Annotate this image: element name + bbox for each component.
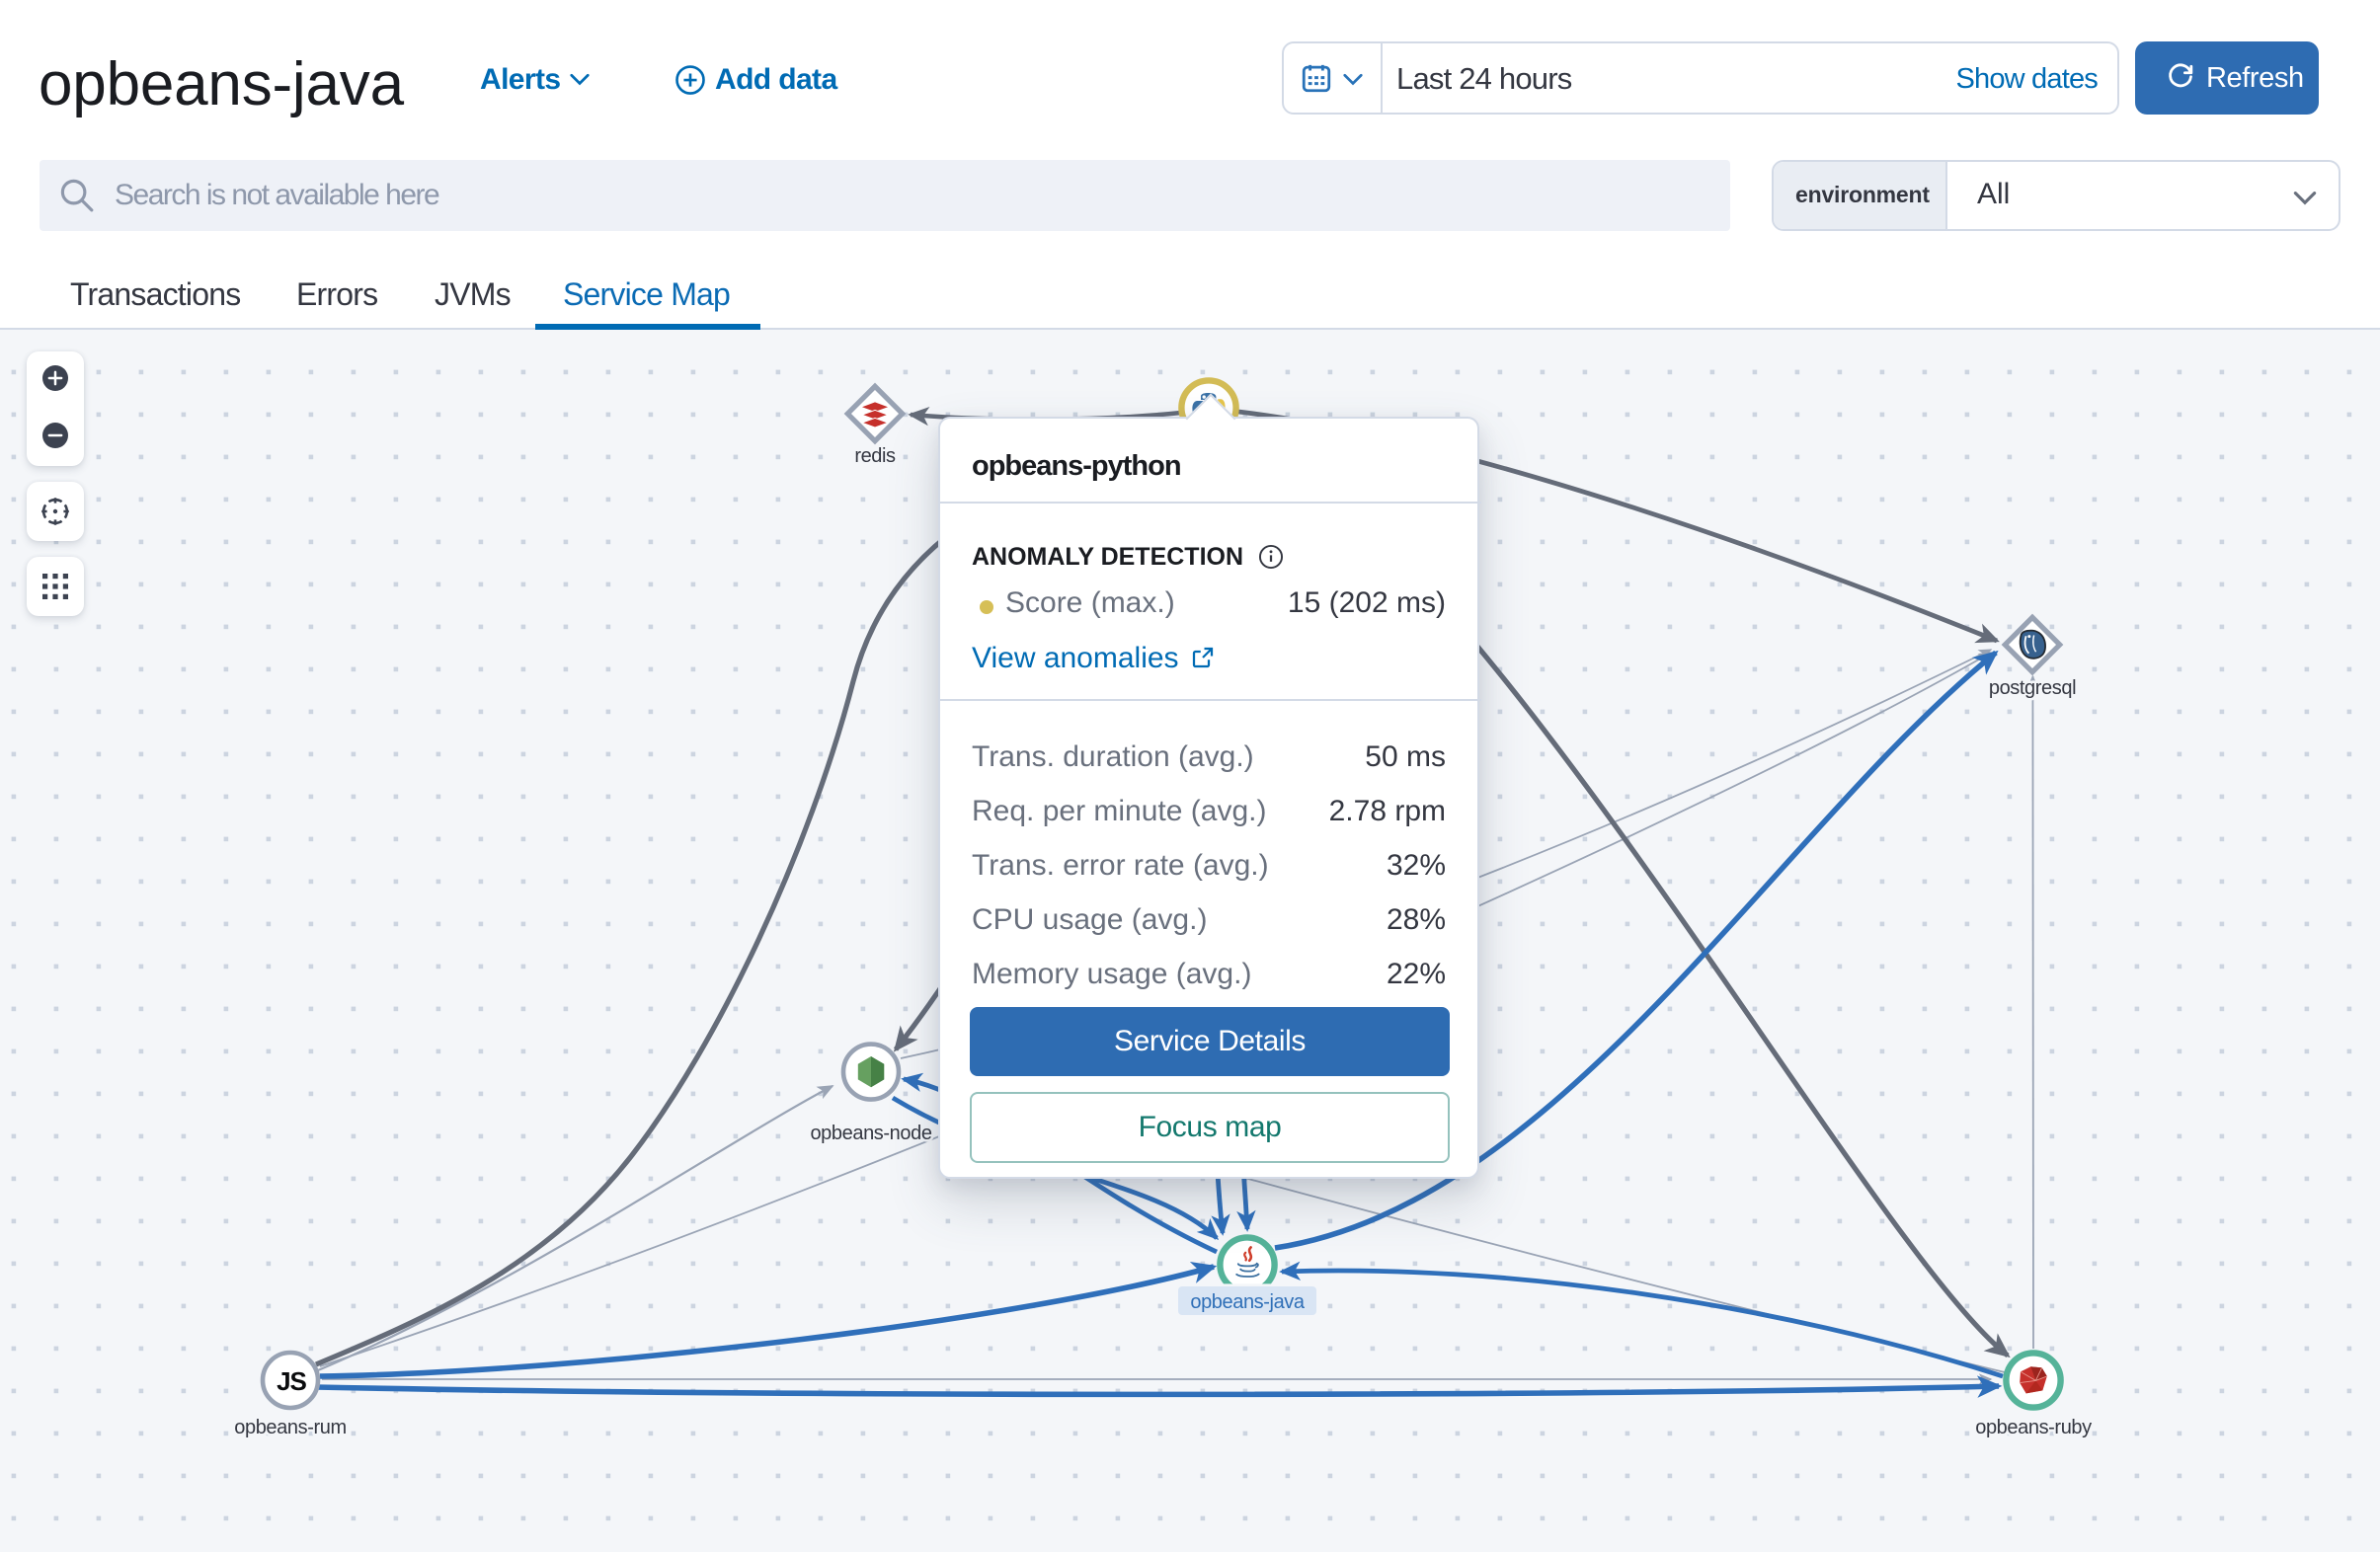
svg-text:redis: redis xyxy=(854,445,896,467)
svg-text:opbeans-rum: opbeans-rum xyxy=(234,1417,346,1438)
svg-text:JS: JS xyxy=(277,1366,306,1396)
svg-text:opbeans-ruby: opbeans-ruby xyxy=(1975,1417,2092,1438)
svg-text:opbeans-java: opbeans-java xyxy=(1190,1291,1306,1313)
svg-text:opbeans-node: opbeans-node xyxy=(810,1123,931,1144)
svg-text:postgresql: postgresql xyxy=(1989,677,2076,699)
